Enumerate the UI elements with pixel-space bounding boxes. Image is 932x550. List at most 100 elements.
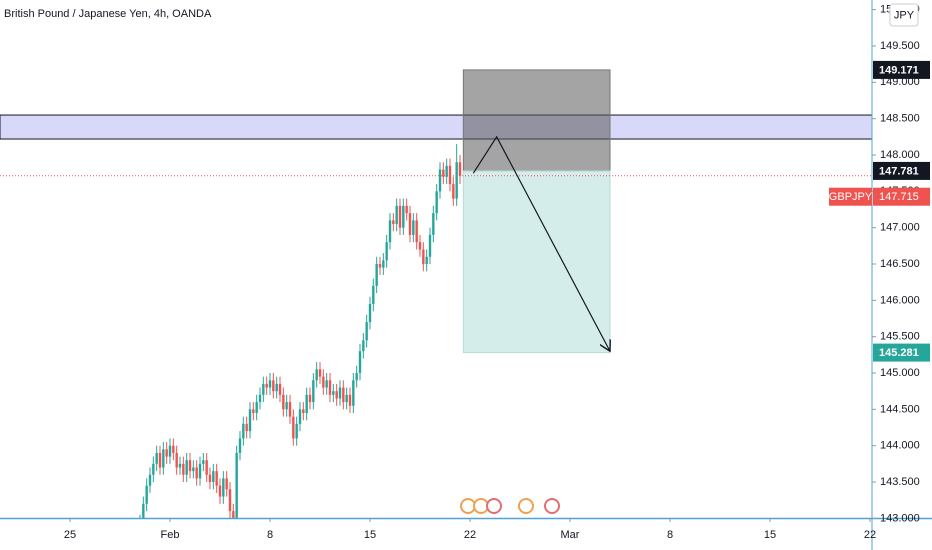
x-tick-label: 15 (364, 529, 376, 541)
candle-body (382, 260, 385, 268)
candle-body (378, 264, 382, 268)
x-tick-label: 22 (464, 529, 476, 541)
candle-body (262, 383, 265, 395)
candle-body (348, 394, 352, 406)
candle-body (188, 460, 192, 472)
candle-body (282, 394, 285, 410)
candle-body (248, 409, 252, 432)
event-icon (544, 498, 560, 514)
candle-body (312, 380, 315, 403)
candle-body (438, 169, 442, 192)
event-icon (473, 498, 489, 514)
candle-body (458, 162, 462, 176)
candle-body (175, 452, 178, 468)
y-tick-label: 144.000 (880, 440, 920, 452)
candle-body (145, 485, 148, 504)
target-label-box (873, 343, 930, 362)
candle-body (212, 471, 215, 483)
candle-body (448, 165, 452, 185)
candle-body (305, 394, 308, 413)
candle-body (205, 460, 208, 475)
candle-body (435, 191, 438, 214)
candle-body (222, 478, 225, 497)
candle-body (398, 205, 402, 228)
candle-body (148, 474, 152, 486)
candle-body (275, 383, 278, 392)
candle-body (318, 369, 322, 377)
plot-area (0, 69, 872, 518)
candle-body (272, 380, 275, 392)
candle-body (328, 380, 332, 395)
x-tick-label: 8 (267, 529, 273, 541)
event-icon (518, 498, 534, 514)
candle-body (232, 511, 235, 518)
x-tick-label: Mar (561, 529, 580, 541)
y-axis: 143.000 143.500 144.000 144.500 145.000 145.5… (872, 4, 920, 524)
candle-body (208, 474, 212, 483)
candle-body (412, 220, 415, 235)
candle-body (345, 394, 348, 403)
stop-label-box (873, 60, 930, 79)
candle-body (298, 409, 302, 424)
candle-body (395, 205, 398, 225)
candle-body (422, 249, 425, 265)
y-tick-label: 146.000 (880, 294, 920, 306)
y-tick-label: 149.000 (880, 76, 920, 88)
candle-body (252, 409, 255, 413)
candle-body (242, 423, 245, 439)
candle-body (388, 220, 392, 243)
y-tick-label: 145.500 (880, 331, 920, 343)
y-tick-label: 148.500 (880, 113, 920, 125)
projection-arrow (472, 135, 610, 351)
candle-body (355, 373, 358, 381)
x-tick-label: 25 (64, 529, 76, 541)
candle-body (358, 351, 362, 374)
candle-body (178, 463, 182, 468)
candle-body (322, 376, 325, 388)
candle-body (245, 423, 248, 432)
candle-body (288, 402, 292, 417)
candle-body (162, 449, 165, 468)
x-tick-label: 8 (667, 529, 673, 541)
candle-body (425, 256, 428, 265)
candle-body (315, 369, 318, 381)
event-icon (460, 498, 476, 514)
candle-body (385, 242, 388, 261)
candle-body (375, 264, 378, 286)
candle-body (285, 402, 288, 410)
candle-body (302, 409, 305, 413)
y-tick-label: 149.500 (880, 40, 920, 52)
candle-body (392, 220, 395, 225)
candle-body (225, 478, 228, 490)
stop-label: 149.171 (879, 64, 919, 76)
x-tick-label: 22 (864, 529, 876, 541)
candle-body (165, 449, 168, 457)
candle-body (218, 485, 222, 497)
candle-body (265, 383, 268, 388)
candle-body (195, 467, 198, 479)
y-tick-label: 147.000 (880, 222, 920, 234)
event-icons (460, 498, 560, 514)
candle-body (455, 162, 458, 199)
candle-body (368, 303, 372, 323)
candle-body (255, 402, 258, 413)
candle-body (198, 463, 202, 479)
y-tick-label: 145.000 (880, 367, 920, 379)
candle-body (402, 205, 405, 228)
candle-body (418, 242, 422, 250)
candle-body (338, 387, 342, 399)
last-price-box (873, 187, 930, 206)
symbol-box (829, 187, 872, 206)
candle-body (292, 416, 295, 439)
entry-label-box (873, 161, 930, 180)
candle-body (365, 322, 368, 341)
candle-body (155, 452, 158, 464)
candle-body (295, 423, 298, 439)
y-tick-label: 143.000 (880, 512, 920, 524)
candle-body (335, 391, 338, 399)
candle-body (258, 394, 262, 403)
candle-body (228, 489, 232, 512)
target-area (462, 170, 611, 354)
candle-body (372, 285, 375, 304)
